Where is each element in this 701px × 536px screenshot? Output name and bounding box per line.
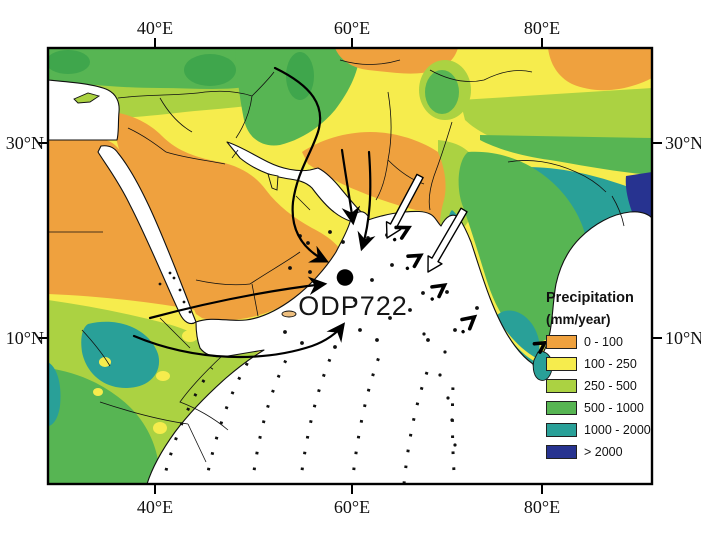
legend-label: 1000 - 2000 — [584, 422, 651, 437]
legend-swatch-1000-2000 — [546, 422, 577, 437]
legend-label: > 2000 — [584, 444, 623, 459]
socotra-island — [281, 310, 297, 318]
legend-item: 500 - 1000 — [546, 400, 664, 415]
legend-swatch-0-100 — [546, 334, 577, 349]
legend-item: 100 - 250 — [546, 356, 664, 371]
legend-label: 100 - 250 — [584, 356, 637, 371]
left-tick-10n: 10°N — [6, 328, 44, 348]
country-borders — [48, 59, 625, 463]
precipitation-legend: Precipitation (mm/year) 0 - 100 100 - 25… — [546, 290, 664, 459]
scattered-dots — [158, 230, 479, 447]
legend-swatch-500-1000 — [546, 400, 577, 415]
legend-label: 500 - 1000 — [584, 400, 644, 415]
top-tick-80e: 80°E — [524, 18, 560, 38]
dotted-drift-tracks — [160, 351, 457, 484]
legend-subtitle: (mm/year) — [546, 312, 611, 327]
legend-swatch-250-500 — [546, 378, 577, 393]
right-tick-30n: 30°N — [665, 133, 701, 153]
bottom-tick-80e: 80°E — [524, 497, 560, 517]
legend-swatch-100-250 — [546, 356, 577, 371]
top-tick-60e: 60°E — [334, 18, 370, 38]
legend-label: 250 - 500 — [584, 378, 637, 393]
map-frame — [38, 38, 662, 494]
legend-item: 0 - 100 — [546, 334, 664, 349]
legend-item: 250 - 500 — [546, 378, 664, 393]
chevron-arrows — [392, 225, 548, 354]
site-marker-odp722 — [336, 269, 354, 286]
legend-item: 1000 - 2000 — [546, 422, 664, 437]
top-tick-40e: 40°E — [137, 18, 173, 38]
legend-label: 0 - 100 — [584, 334, 623, 349]
legend-title: Precipitation — [546, 290, 634, 306]
wind-arrows-black — [132, 66, 376, 359]
right-tick-10n: 10°N — [665, 328, 701, 348]
bottom-tick-40e: 40°E — [137, 497, 173, 517]
site-label: ODP722 — [298, 291, 408, 321]
qatar-peninsula — [267, 173, 279, 191]
cyprus-island — [73, 92, 101, 104]
legend-item: > 2000 — [546, 444, 664, 459]
bottom-tick-60e: 60°E — [334, 497, 370, 517]
axis-labels: 40°E 60°E 80°E 40°E 60°E 80°E 30°N 10°N … — [6, 18, 701, 517]
left-tick-30n: 30°N — [6, 133, 44, 153]
coastlines — [48, 79, 652, 484]
legend-swatch-over-2000 — [546, 444, 577, 459]
